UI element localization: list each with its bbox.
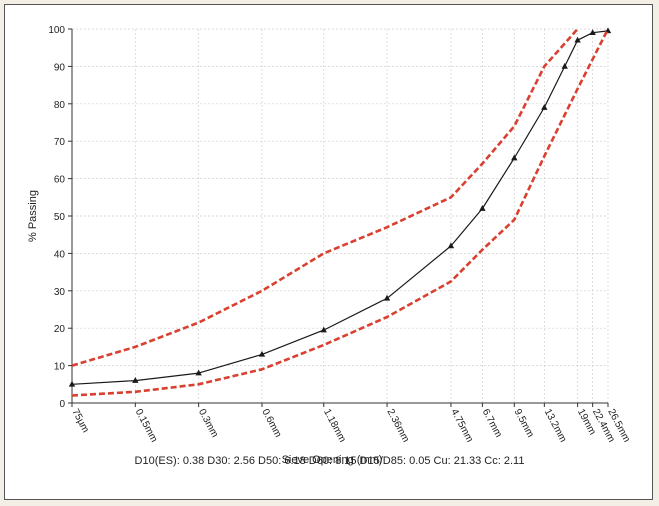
y-tick-label: 50 (54, 212, 66, 223)
data-point-marker (195, 369, 202, 376)
y-tick-label: 40 (54, 249, 66, 260)
data-point-marker (479, 205, 486, 211)
y-tick-label: 80 (54, 100, 66, 111)
data-point-marker (258, 350, 266, 357)
y-axis-label: % Passing (27, 190, 39, 242)
data-point-marker (561, 62, 568, 69)
y-tick-label: 10 (54, 362, 66, 373)
y-tick-label: 70 (54, 137, 66, 148)
data-point-marker (68, 380, 76, 387)
x-tick-label: 2.36mm (384, 407, 411, 444)
envelope-limit-line (71, 28, 610, 397)
x-tick-label: 1.18mm (321, 407, 348, 444)
grid-lines (71, 28, 609, 403)
x-tick-label: 75µm (69, 407, 91, 434)
data-point-marker (132, 377, 139, 383)
axes (68, 28, 609, 407)
data-point-marker (541, 104, 548, 110)
x-tick-label: 0.15mm (133, 407, 160, 444)
x-tick-label: 0.3mm (196, 407, 220, 439)
y-tick-label: 60 (54, 175, 66, 186)
x-tick-label: 6.7mm (480, 407, 504, 439)
y-tick-label: 20 (54, 324, 66, 335)
x-tick-labels: 75µm 0.15mm 0.3mm 0.6mm 1.18mm 2.36mm 4.75mm 6.… (69, 407, 632, 444)
x-axis-label: Sieve Opening (mm) (282, 454, 383, 466)
data-point-marker (383, 294, 391, 301)
x-tick-label: 4.75mm (448, 407, 475, 444)
y-tick-label: 100 (48, 25, 65, 36)
x-tick-label: 0.6mm (259, 407, 283, 439)
y-tick-label: 0 (59, 399, 65, 410)
data-point-marker (589, 29, 596, 36)
x-tick-label: 13.2mm (542, 407, 569, 444)
data-point-marker (511, 154, 518, 161)
gradation-curve-line (71, 30, 609, 385)
series-group (68, 27, 612, 397)
data-point-marker (447, 242, 455, 249)
gradation-statistics: D10(ES): 0.38 D30: 2.56 D50: 6.18 D60: 8… (134, 455, 525, 467)
envelope-limit-line (71, 28, 579, 367)
y-tick-label: 30 (54, 287, 66, 298)
y-tick-labels: 0 10 20 30 40 50 60 70 80 90 100 (48, 25, 65, 410)
x-tick-label: 9.5mm (512, 407, 536, 439)
data-point-marker (574, 36, 581, 43)
data-point-marker (320, 326, 327, 333)
y-tick-label: 90 (54, 62, 66, 73)
